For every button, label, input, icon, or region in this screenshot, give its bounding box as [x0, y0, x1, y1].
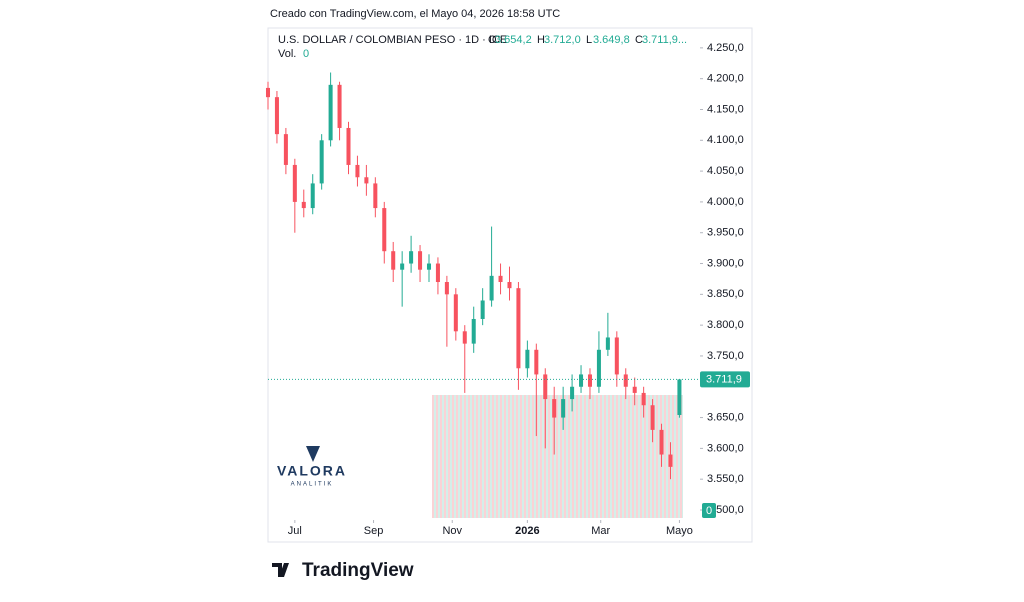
candle-body [400, 263, 405, 270]
ohlc-key: H [537, 34, 545, 46]
x-tick-label: 2026 [515, 525, 539, 537]
candle-body [605, 337, 610, 350]
y-tick-label: 4.050,0 [707, 165, 744, 177]
chart-frame [267, 27, 753, 543]
candle-body [328, 84, 333, 141]
candle-body [444, 282, 449, 295]
candle-body [292, 164, 297, 202]
watermark-sub: ANALITIK [291, 482, 334, 488]
candle-body [534, 349, 539, 375]
candle-body [346, 127, 351, 165]
watermark-text: VALORA [277, 463, 347, 479]
volume-badge [702, 503, 716, 518]
candle-body [310, 183, 315, 209]
candle-body [453, 294, 458, 332]
y-tick-label: 4.150,0 [707, 103, 744, 115]
candle-body [283, 134, 288, 165]
candle-body [632, 386, 637, 393]
y-tick-label: 3.950,0 [707, 227, 744, 239]
ohlc-value: 3.712,0 [544, 34, 581, 46]
y-tick-label: 4.100,0 [707, 134, 744, 146]
x-tick-label: Mayo [666, 525, 693, 537]
candle-body [382, 208, 387, 252]
candle-body [364, 177, 369, 184]
candle-body [418, 251, 423, 270]
candle-body [507, 282, 512, 289]
x-tick-label: Mar [591, 525, 610, 537]
candle-body [426, 263, 432, 270]
y-tick-label: 3.550,0 [707, 473, 744, 485]
x-tick-label: Jul [288, 525, 302, 537]
candle-body [489, 275, 494, 301]
candle-body [435, 263, 440, 283]
ohlc-key: C [635, 34, 643, 46]
y-tick-label: 3.650,0 [707, 411, 744, 423]
candle-body [265, 87, 271, 98]
x-tick-label: Sep [364, 525, 384, 537]
y-tick-label: 4.000,0 [707, 196, 744, 208]
y-tick-label: 3.850,0 [707, 288, 744, 300]
candle-body [623, 374, 628, 387]
last-price-badge [700, 371, 750, 388]
candle-body [462, 331, 467, 344]
candle-body [570, 386, 575, 400]
candle-body [337, 84, 342, 128]
brand: TradingView [272, 560, 414, 581]
candle-body [587, 374, 592, 387]
candle-body [677, 379, 682, 415]
y-tick-label: 3.900,0 [707, 257, 744, 269]
ohlc-key: O [488, 34, 497, 46]
volume-badge-text: 0 [706, 505, 712, 517]
candle-body [480, 300, 485, 319]
candle-body [355, 164, 360, 178]
candle-body [650, 405, 655, 430]
candle-body [596, 349, 601, 387]
volume-value: 0 [303, 48, 309, 60]
candle-body [471, 318, 476, 344]
candle-body [641, 392, 646, 406]
ohlc-value: 3.654,2 [495, 34, 532, 46]
ohlc-key: L [586, 34, 592, 46]
volume-label: Vol. [278, 48, 296, 60]
y-tick-label: 3.500,0 [707, 504, 744, 516]
volume-band [432, 395, 683, 518]
watermark: VALORA ANALITIK [277, 446, 347, 488]
candle-body [561, 399, 566, 418]
candle-body [668, 454, 673, 467]
candle-body [409, 251, 414, 264]
ohlc-value: 3.711,9... [642, 34, 687, 46]
y-tick-label: 3.800,0 [707, 319, 744, 331]
candle-body [614, 337, 619, 375]
y-tick-label: 3.600,0 [707, 442, 744, 454]
candle-body [391, 251, 396, 270]
last-price-label: 3.711,9 [706, 373, 742, 385]
y-tick-label: 4.200,0 [707, 73, 744, 85]
x-tick-label: Nov [442, 525, 462, 537]
candle-body [516, 288, 521, 369]
candle-body [659, 429, 664, 455]
symbol-title: U.S. DOLLAR / COLOMBIAN PESO · 1D · ICE [278, 34, 507, 46]
ohlc-value: 3.649,8 [593, 34, 630, 46]
candle-body [525, 349, 530, 369]
candle-body [373, 183, 378, 209]
candle-body [274, 97, 279, 135]
candle-body [543, 374, 548, 400]
y-tick-label: 3.750,0 [707, 350, 744, 362]
brand-text: TradingView [302, 560, 414, 581]
candle-body [301, 201, 306, 209]
candle-body [552, 399, 557, 418]
credit: Creado con TradingView.com, el Mayo 04, … [270, 8, 560, 20]
y-tick-label: 4.250,0 [707, 42, 744, 54]
candle-body [498, 275, 503, 283]
candle-body [579, 374, 584, 387]
candle-body [319, 140, 324, 184]
